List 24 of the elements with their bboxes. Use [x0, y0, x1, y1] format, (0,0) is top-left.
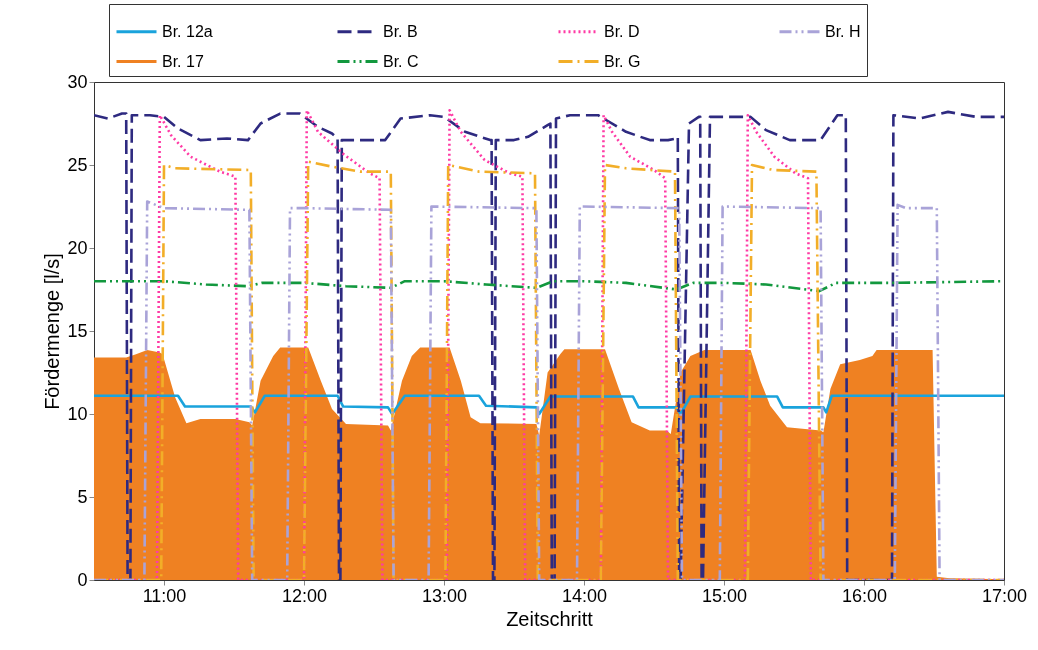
x-tick-label: 14:00 — [561, 585, 608, 606]
legend-label: Br. G — [604, 52, 641, 70]
y-tick-label: 5 — [77, 486, 88, 507]
y-tick-label: 15 — [67, 320, 88, 341]
x-axis-title: Zeitschritt — [506, 607, 594, 630]
x-tick-label: 11:00 — [142, 585, 187, 606]
x-tick-label: 13:00 — [421, 585, 468, 606]
x-tick-label: 16:00 — [841, 585, 888, 606]
y-tick-label: 25 — [67, 154, 88, 175]
legend-label: Br. 17 — [162, 52, 204, 70]
x-tick-label: 17:00 — [981, 585, 1028, 606]
line-series — [94, 394, 1004, 416]
y-tick-label: 30 — [67, 71, 88, 92]
y-tick-label: 0 — [77, 569, 88, 590]
y-axis-title: Fördermenge [l/s] — [41, 253, 64, 410]
x-tick-label: 12:00 — [281, 585, 328, 606]
legend-label: Br. C — [383, 52, 419, 70]
legend-label: Br. D — [604, 22, 640, 40]
legend-label: Br. H — [825, 22, 861, 40]
y-tick-label: 20 — [67, 237, 88, 258]
legend-label: Br. 12a — [162, 22, 213, 40]
legend-label: Br. B — [383, 22, 418, 40]
y-tick-label: 10 — [67, 403, 88, 424]
x-tick-label: 15:00 — [701, 585, 748, 606]
